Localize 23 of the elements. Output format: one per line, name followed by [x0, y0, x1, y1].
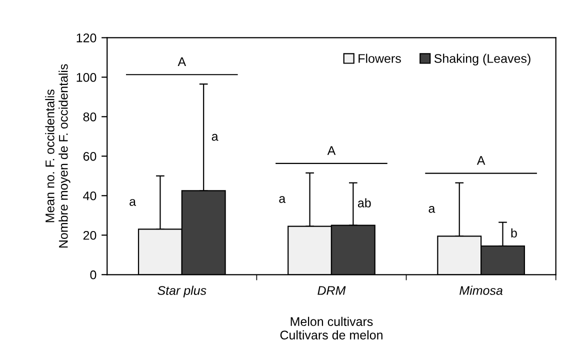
annotation: a	[279, 196, 286, 203]
annotation: b	[511, 228, 517, 238]
y-tick-label: 60	[83, 152, 96, 161]
x-tick-label: DRM	[318, 286, 346, 295]
annotation: a	[130, 199, 136, 206]
y-tick-label: 100	[76, 72, 96, 82]
y-tick-label: 20	[83, 230, 96, 240]
y-axis-title: Mean no. F. occidentalis Nombre moyen de F. occidentalis	[45, 64, 70, 248]
annotation: ab	[358, 198, 371, 208]
legend-label: Shaking (Leaves)	[434, 54, 530, 66]
y-tick-label: 120	[76, 33, 96, 42]
x-tick-label: Mimosa	[460, 286, 503, 295]
legend-label: Flowers	[358, 54, 401, 63]
annotation: A	[178, 57, 186, 66]
y-tick-label: 0	[90, 270, 96, 280]
annotation: A	[327, 146, 336, 155]
y-tick-label: 40	[83, 191, 96, 200]
y-tick-label: 80	[83, 112, 96, 122]
x-tick-label: Star plus	[158, 286, 206, 298]
annotation: A	[476, 156, 486, 165]
annotation: a	[212, 134, 218, 141]
x-axis-title: Melon cultivars Cultivars de melon	[280, 316, 382, 340]
annotation: a	[428, 206, 436, 213]
